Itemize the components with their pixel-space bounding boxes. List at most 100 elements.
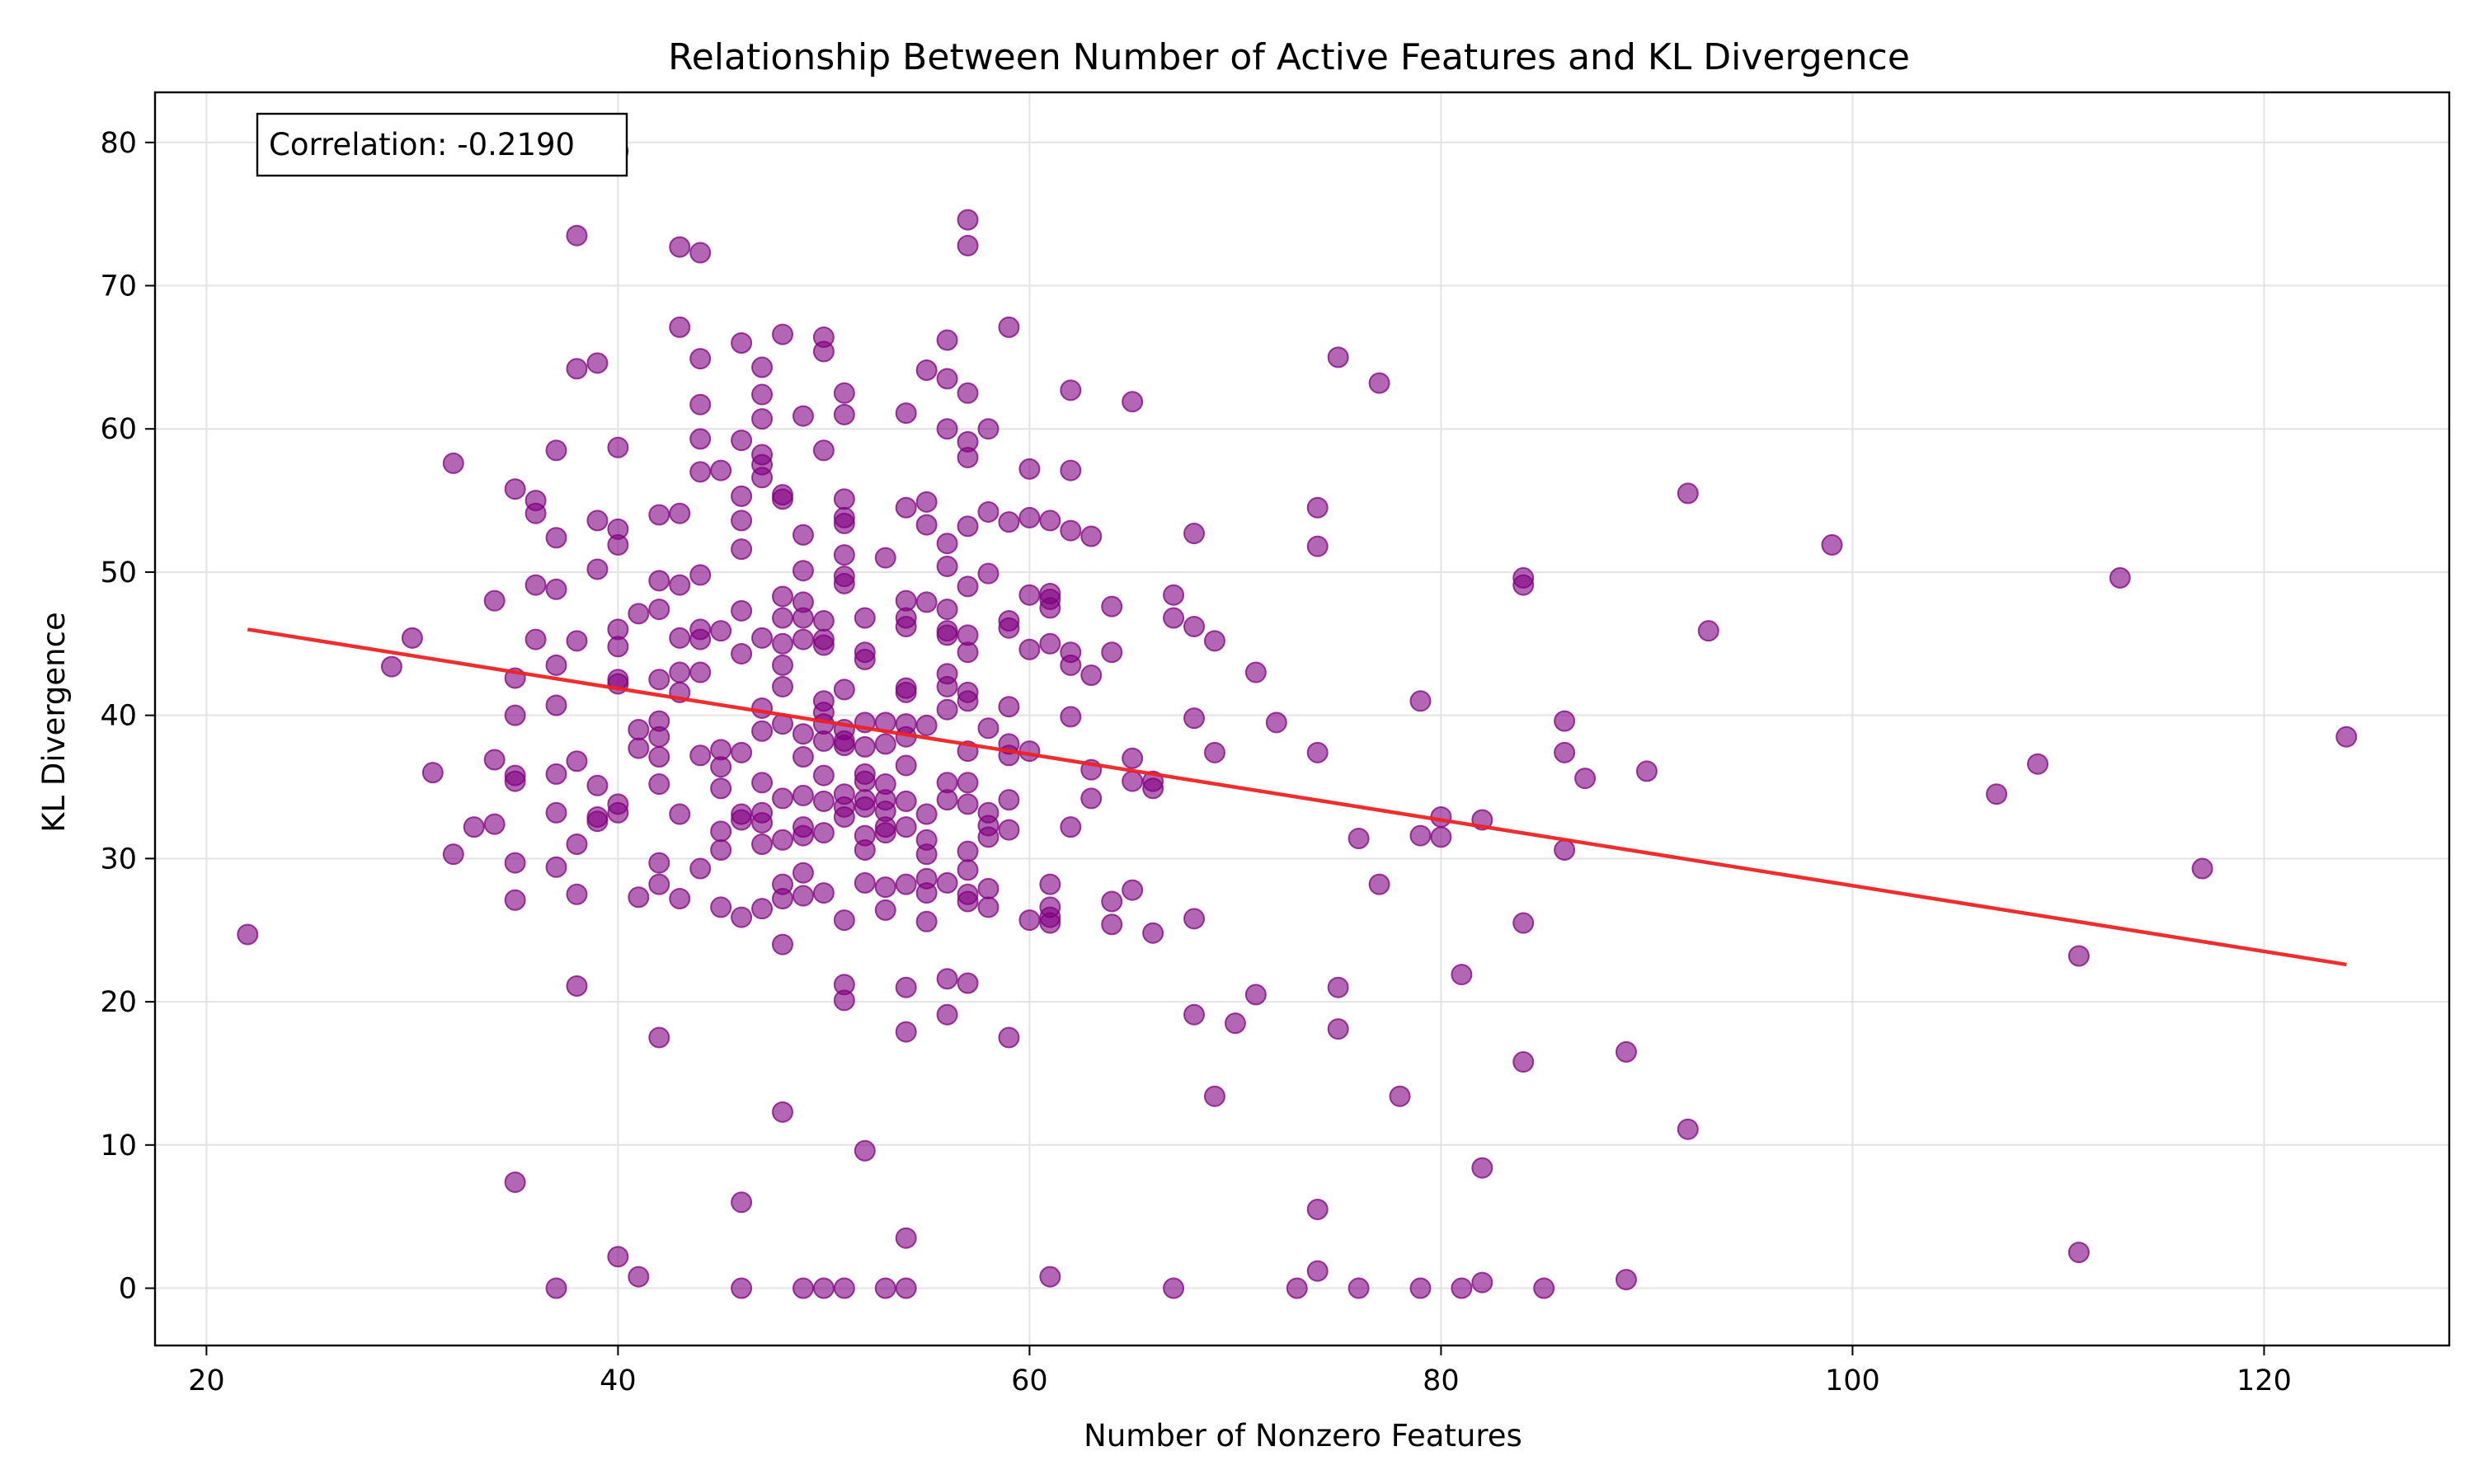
data-point — [833, 512, 855, 534]
data-point — [607, 1246, 629, 1268]
data-point — [1821, 533, 1843, 556]
data-point — [689, 661, 712, 683]
data-point — [792, 560, 814, 582]
data-point — [669, 502, 691, 524]
data-point — [936, 698, 958, 721]
data-point — [1018, 584, 1041, 606]
data-point — [977, 717, 999, 740]
data-point — [936, 599, 958, 621]
data-point — [689, 428, 712, 450]
data-point — [915, 882, 938, 904]
x-axis-label: Number of Nonzero Features — [1084, 1418, 1522, 1453]
trend-line-segment — [247, 627, 2347, 967]
data-point — [648, 726, 670, 748]
data-point — [751, 720, 774, 742]
data-point — [380, 655, 402, 678]
data-point — [1163, 584, 1185, 606]
data-point — [710, 896, 732, 918]
data-point — [566, 224, 588, 247]
data-point — [689, 348, 712, 370]
data-point — [751, 811, 774, 834]
data-point — [751, 408, 774, 430]
data-point — [1677, 482, 1699, 505]
data-point — [895, 976, 917, 998]
data-point — [957, 515, 979, 538]
data-point — [977, 826, 999, 848]
data-point — [237, 923, 259, 946]
data-point — [545, 763, 567, 785]
data-point — [895, 1277, 917, 1299]
data-point — [977, 500, 999, 523]
data-point — [1554, 741, 1576, 763]
data-point — [998, 617, 1020, 639]
data-point — [1471, 1157, 1493, 1179]
data-point — [1615, 1269, 1637, 1291]
data-point — [524, 574, 547, 596]
data-point — [504, 704, 526, 726]
data-point — [1183, 707, 1206, 730]
data-point — [524, 502, 547, 524]
data-point — [915, 910, 938, 932]
data-point — [545, 801, 567, 824]
annotation-box — [256, 112, 628, 177]
data-point — [1265, 711, 1287, 734]
data-point — [792, 885, 814, 907]
data-point — [977, 418, 999, 440]
data-point — [545, 856, 567, 878]
data-point — [1244, 984, 1267, 1006]
data-point — [1039, 632, 1061, 655]
data-point — [812, 1277, 835, 1299]
data-point — [771, 1101, 793, 1123]
x-tick-label: 100 — [1825, 1364, 1880, 1397]
data-point — [669, 236, 691, 258]
data-point — [1183, 1003, 1206, 1026]
data-point — [957, 446, 979, 468]
data-point — [1060, 519, 1082, 542]
data-point — [710, 756, 732, 778]
data-point — [1039, 510, 1061, 532]
chart-title: Relationship Between Number of Active Fe… — [668, 36, 1910, 78]
data-point — [1122, 770, 1144, 792]
data-point — [915, 359, 938, 382]
data-point — [812, 764, 835, 787]
data-point — [607, 533, 629, 556]
data-point — [854, 770, 876, 792]
data-point — [792, 784, 814, 806]
data-point — [731, 741, 753, 763]
data-point — [669, 888, 691, 910]
y-tick-label: 80 — [100, 127, 137, 160]
data-point — [545, 527, 567, 549]
data-point — [1471, 1271, 1493, 1294]
data-point — [607, 801, 629, 824]
data-point — [1122, 879, 1144, 901]
data-point — [833, 1277, 855, 1299]
data-point — [977, 562, 999, 585]
data-point — [669, 316, 691, 338]
data-point — [957, 972, 979, 994]
data-point — [1101, 890, 1123, 913]
data-point — [1018, 506, 1041, 528]
data-point — [648, 669, 670, 691]
data-point — [1142, 922, 1164, 944]
data-point — [504, 1171, 526, 1193]
data-point — [1554, 710, 1576, 732]
data-point — [648, 1026, 670, 1049]
data-point — [957, 690, 979, 712]
data-point — [895, 1021, 917, 1043]
data-point — [1327, 346, 1349, 369]
data-point — [936, 418, 958, 440]
data-point — [710, 838, 732, 861]
data-point — [1101, 641, 1123, 664]
data-point — [710, 459, 732, 481]
data-point — [771, 675, 793, 697]
y-tick-label: 20 — [100, 986, 137, 1019]
data-point — [771, 607, 793, 629]
data-point — [1451, 964, 1473, 986]
data-point — [483, 813, 506, 835]
data-point — [669, 627, 691, 649]
data-point — [936, 789, 958, 811]
data-point — [792, 405, 814, 427]
data-point — [731, 332, 753, 354]
data-point — [1306, 496, 1329, 519]
data-point — [731, 906, 753, 928]
